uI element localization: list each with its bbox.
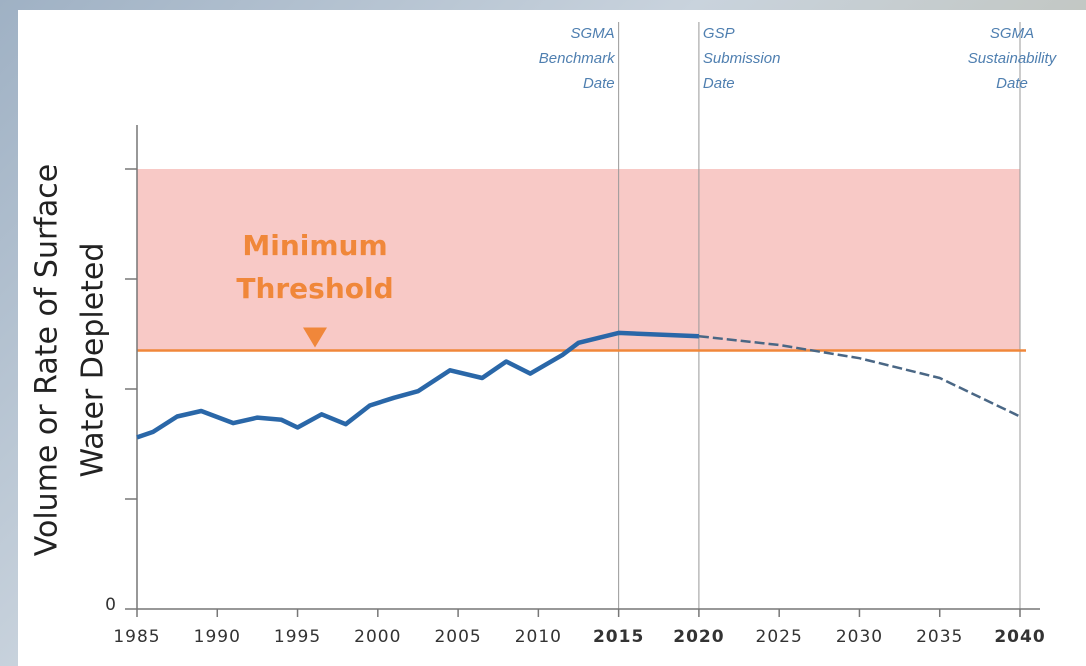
y-axis-label: Volume or Rate of Surface Water Depleted <box>30 164 111 556</box>
x-tick-label: 2010 <box>515 627 562 647</box>
x-tick-label: 2005 <box>434 627 481 647</box>
x-tick-label: 2040 <box>994 627 1045 647</box>
threshold-label: Threshold <box>236 272 393 305</box>
x-tick-label: 2025 <box>756 627 803 647</box>
data-line <box>698 334 1021 418</box>
event-label: SGMA <box>990 25 1034 42</box>
data-line <box>136 330 700 440</box>
event-label: Date <box>996 75 1028 92</box>
x-tick-label: 1985 <box>113 627 160 647</box>
x-tick-label: 1990 <box>194 627 241 647</box>
event-label: Sustainability <box>968 50 1058 67</box>
threshold-label: Minimum <box>242 229 387 262</box>
x-tick-label: 2020 <box>673 627 724 647</box>
threshold-arrow <box>303 327 327 348</box>
y-tick-label: 0 <box>105 595 117 615</box>
event-label: SGMA <box>570 25 614 42</box>
event-label: Date <box>583 75 615 92</box>
event-label: Benchmark <box>539 50 616 67</box>
plot: SGMA Benchmark Date GSP Submission Date SGMA Su… <box>30 22 1058 647</box>
x-tick-label: 1995 <box>274 627 321 647</box>
threshold-band <box>137 169 1020 351</box>
x-tick-label: 2000 <box>354 627 401 647</box>
y-axis-label-line: Volume or Rate of Surface <box>30 164 65 556</box>
y-axis-label-line: Water Depleted <box>76 243 111 478</box>
x-tick-label: 2030 <box>836 627 883 647</box>
event-label: Submission <box>703 50 781 67</box>
event-label: Date <box>703 75 735 92</box>
x-tick-label: 2015 <box>593 627 644 647</box>
event-label: GSP <box>703 25 735 42</box>
x-tick-label: 2035 <box>916 627 963 647</box>
